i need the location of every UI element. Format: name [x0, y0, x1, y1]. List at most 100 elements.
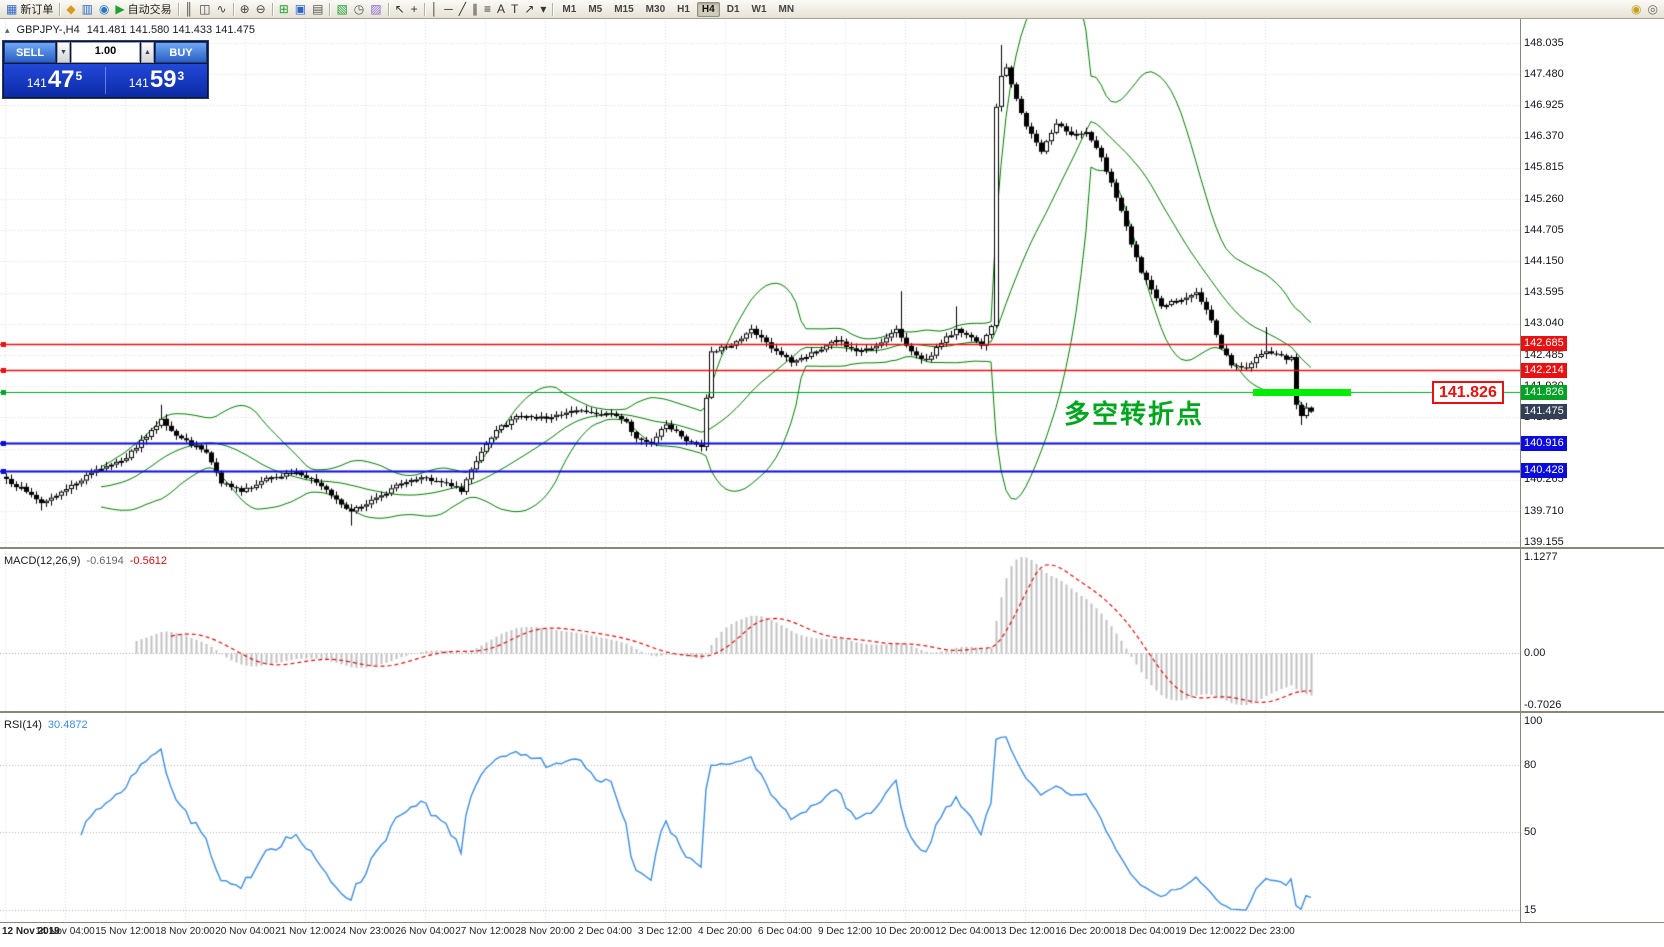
volume-input[interactable]: 1.00 [71, 42, 140, 63]
timeframe-m1-button[interactable]: M1 [562, 3, 577, 15]
buy-price-big: 59 [149, 66, 177, 93]
market-watch-icon-glyph: ▥ [81, 1, 93, 16]
zoom-in-icon[interactable]: ⊕ [237, 1, 253, 18]
rsi-panel-canvas[interactable] [0, 715, 1520, 922]
search-icon[interactable]: ◎ [1645, 1, 1661, 18]
timeframe-h1-button[interactable]: H1 [677, 3, 690, 15]
time-axis-label: 24 Nov 23:00 [335, 926, 395, 937]
chart-shift-icon-glyph: ▤ [312, 1, 324, 16]
timeframe-m30-button[interactable]: M30 [645, 3, 666, 15]
label-icon[interactable]: T [508, 1, 521, 18]
buy-price-head: 141 [128, 76, 149, 90]
channel-icon[interactable]: ∥ [469, 1, 481, 18]
fibonacci-icon[interactable]: ≡ [481, 1, 494, 18]
horizontal-line-icon-glyph: ─ [444, 1, 453, 16]
macd-indicator-label: MACD(12,26,9) -0.6194 -0.5612 [4, 555, 167, 567]
auto-arrange-icon[interactable]: ▣ [292, 1, 309, 18]
price-axis-label: 145.815 [1524, 161, 1564, 174]
toolbar-separator [271, 2, 273, 16]
time-axis[interactable] [0, 922, 1664, 947]
chart-title-bar: ▴ GBPJPY-,H4 141.481 141.580 141.433 141… [5, 24, 255, 36]
chart-shift-icon[interactable]: ▤ [309, 1, 326, 18]
time-axis-label: 9 Dec 12:00 [818, 926, 872, 937]
indicator-axis-label: 0.00 [1524, 647, 1546, 660]
new-chart-icon[interactable]: ▧ [333, 1, 350, 18]
sell-price-big: 47 [47, 66, 75, 93]
candlestick-chart-icon[interactable]: ◫ [196, 1, 213, 18]
metaeditor-icon[interactable]: ◆ [63, 1, 78, 18]
buy-price[interactable]: 141 59 3 [106, 64, 207, 97]
profiles-icon-glyph: ◷ [353, 1, 365, 16]
time-axis-label: 12 Nov 2019 [2, 926, 60, 937]
timeframe-w1-button[interactable]: W1 [751, 3, 767, 15]
indicator-axis-label: 50 [1524, 825, 1537, 838]
timeframe-m15-button[interactable]: M15 [614, 3, 634, 15]
vertical-line-icon-glyph: │ [430, 1, 439, 16]
volume-decrease-button[interactable]: ▼ [57, 42, 70, 63]
price-axis-label: 147.480 [1524, 67, 1564, 80]
time-axis-label: 14 Nov 04:00 [35, 926, 95, 937]
rsi-panel-splitter[interactable] [0, 711, 1664, 713]
price-axis-label: 146.925 [1524, 98, 1564, 111]
arrows-icon[interactable]: ↗ [521, 1, 537, 18]
macd-panel-splitter[interactable] [0, 547, 1664, 549]
timeframe-m5-button[interactable]: M5 [588, 3, 603, 15]
cursor-icon[interactable]: ↖ [392, 1, 408, 18]
trendline-icon[interactable]: ╱ [456, 1, 469, 18]
zoom-in-icon-glyph: ⊕ [239, 1, 250, 16]
buy-button[interactable]: BUY [155, 42, 207, 63]
price-level-badge: 142.685 [1521, 336, 1567, 352]
volume-increase-button[interactable]: ▲ [141, 42, 154, 63]
objects-dropdown-icon-glyph: ▾ [540, 1, 547, 16]
sell-button[interactable]: SELL [4, 42, 56, 63]
crosshair-icon[interactable]: + [408, 1, 421, 18]
text-icon[interactable]: A [494, 1, 508, 18]
zoom-out-icon[interactable]: ⊖ [253, 1, 269, 18]
time-axis-label: 12 Dec 04:00 [935, 926, 995, 937]
highlighted-level-segment[interactable] [1253, 388, 1351, 396]
templates-icon[interactable]: ▨ [367, 1, 384, 18]
autotrading-button[interactable]: ▶ 自动交易 [112, 1, 174, 18]
time-axis-label: 16 Dec 20:00 [1055, 926, 1115, 937]
tile-windows-icon[interactable]: ⊞ [276, 1, 292, 18]
line-chart-icon-glyph: ∿ [216, 1, 227, 16]
trendline-icon-glyph: ╱ [458, 1, 466, 16]
toolbar-separator [423, 2, 425, 16]
macd-main-value: -0.6194 [86, 555, 124, 567]
templates-icon-glyph: ▨ [370, 1, 382, 16]
market-watch-icon[interactable]: ▥ [79, 1, 96, 18]
vertical-line-icon[interactable]: │ [428, 1, 442, 18]
autotrading-button-label: 自动交易 [127, 4, 172, 16]
toolbar-separator [59, 2, 61, 16]
community-icon[interactable]: ◉ [1628, 1, 1644, 18]
time-axis-label: 26 Nov 04:00 [395, 926, 455, 937]
profiles-icon[interactable]: ◷ [351, 1, 367, 18]
timeframe-d1-button[interactable]: D1 [726, 3, 740, 15]
bar-chart-icon[interactable]: ║ [182, 1, 197, 18]
one-click-toggle-icon[interactable]: ▴ [5, 24, 10, 35]
indicator-axis-label: 80 [1524, 759, 1537, 772]
toolbar-separator [387, 2, 389, 16]
chart-text-annotation[interactable]: 多空转折点 [1064, 399, 1205, 429]
level-price-callout[interactable]: 141.826 [1432, 381, 1504, 405]
sell-price[interactable]: 141 47 5 [4, 64, 105, 97]
navigator-icon[interactable]: ◉ [96, 1, 112, 18]
timeframe-h4-button[interactable]: H4 [696, 1, 720, 17]
price-axis-border [1520, 18, 1521, 922]
time-axis-label: 21 Nov 12:00 [275, 926, 335, 937]
main-chart-canvas[interactable] [0, 18, 1520, 547]
timeframe-mn-button[interactable]: MN [778, 3, 795, 15]
new-order-button[interactable]: ▦ 新订单 [3, 1, 56, 18]
price-axis-label: 142.485 [1524, 348, 1564, 361]
navigator-icon-glyph: ◉ [98, 1, 110, 16]
macd-panel-canvas[interactable] [0, 551, 1520, 711]
time-axis-label: 2 Dec 04:00 [578, 926, 632, 937]
horizontal-line-icon[interactable]: ─ [441, 1, 456, 18]
indicator-axis-label: -0.7026 [1524, 699, 1562, 711]
line-chart-icon[interactable]: ∿ [214, 1, 230, 18]
rsi-value: 30.4872 [47, 719, 88, 731]
objects-dropdown-icon[interactable]: ▾ [537, 1, 549, 18]
time-axis-label: 4 Dec 20:00 [698, 926, 752, 937]
toolbar: ▦ 新订单 ◆ ▥ ◉ ▶ 自动交易 ║ ◫ ∿ ⊕ ⊖ ⊞ ▣ ▤ ▧ ◷ ▨ ↖ + │ ─ ╱ ∥ ≡ A T ↗ ▾ M1 M5 M1… [0, 0, 1664, 19]
